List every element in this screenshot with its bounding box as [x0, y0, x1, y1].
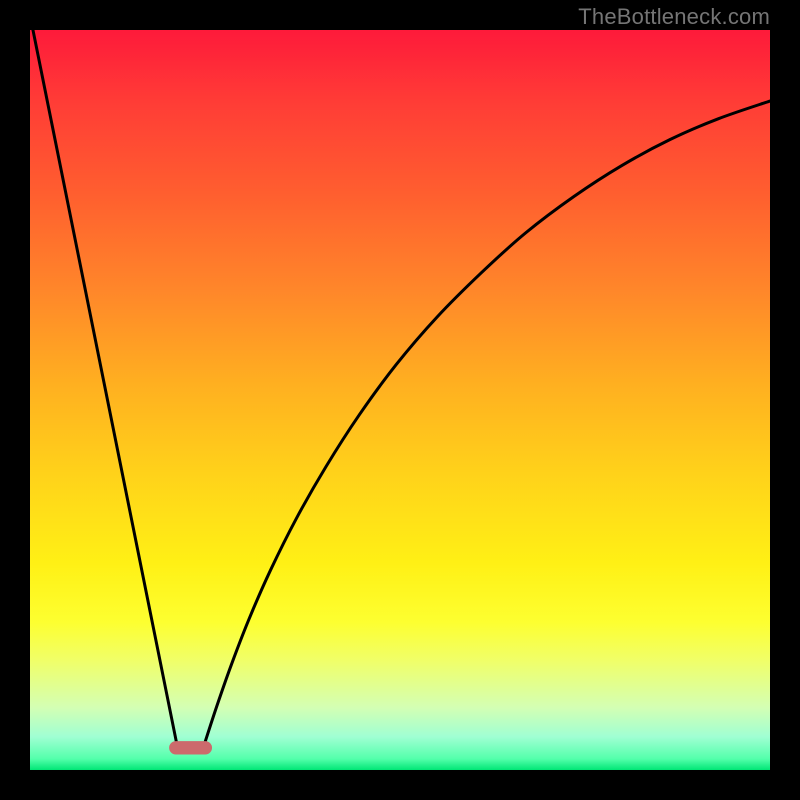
plot-area [30, 30, 770, 770]
bottleneck-marker [169, 741, 212, 754]
plot-svg [30, 30, 770, 770]
gradient-background [30, 30, 770, 770]
chart-container: TheBottleneck.com [0, 0, 800, 800]
watermark-text: TheBottleneck.com [578, 4, 770, 30]
